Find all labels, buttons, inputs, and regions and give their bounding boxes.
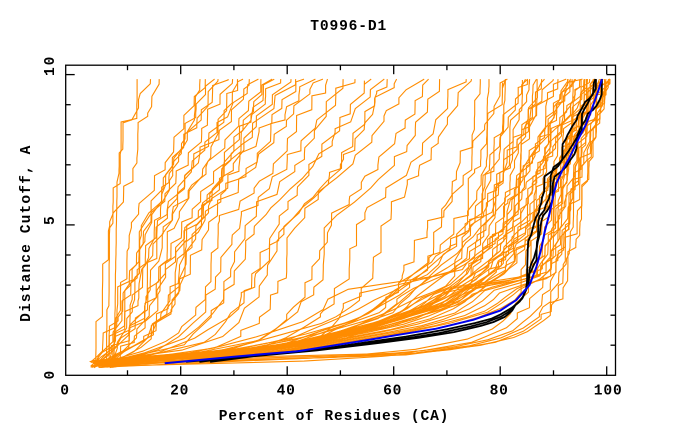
svg-text:20: 20 bbox=[170, 384, 189, 400]
svg-text:Distance Cutoff, A: Distance Cutoff, A bbox=[19, 144, 35, 321]
svg-text:0: 0 bbox=[43, 370, 59, 380]
svg-text:80: 80 bbox=[490, 384, 509, 400]
svg-text:0: 0 bbox=[60, 384, 70, 400]
svg-text:10: 10 bbox=[43, 55, 59, 76]
svg-text:Percent of Residues (CA): Percent of Residues (CA) bbox=[219, 409, 450, 425]
svg-text:T0996-D1: T0996-D1 bbox=[310, 19, 387, 35]
svg-text:60: 60 bbox=[383, 384, 402, 400]
svg-text:5: 5 bbox=[43, 215, 59, 225]
svg-text:40: 40 bbox=[277, 384, 296, 400]
svg-text:100: 100 bbox=[594, 384, 623, 400]
